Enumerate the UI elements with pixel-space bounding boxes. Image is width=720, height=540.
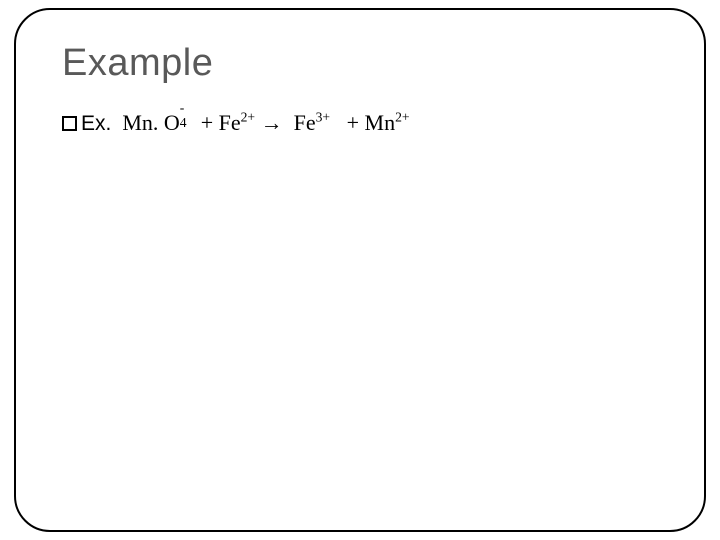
reactant-1-sub: 4 — [180, 116, 187, 130]
joiner-1: + — [201, 110, 219, 135]
reactant-2-sup: 2+ — [241, 110, 256, 125]
product-1-sup: 3+ — [316, 110, 331, 125]
example-label: Ex. — [81, 112, 111, 135]
slide: Example Ex. Mn. O-4 + Fe2+ → Fe3+ + Mn2+ — [0, 0, 720, 540]
product-2-sup: 2+ — [395, 110, 410, 125]
bullet-square-icon — [62, 116, 77, 131]
reactant-2-base: Fe — [219, 110, 241, 135]
arrow-icon: → — [261, 110, 283, 135]
slide-frame — [14, 8, 706, 532]
equation-line: Ex. Mn. O-4 + Fe2+ → Fe3+ + Mn2+ — [62, 108, 410, 136]
reactant-1-scripts: -4 — [180, 108, 195, 130]
equation-text: Mn. O-4 + Fe2+ → Fe3+ + Mn2+ — [117, 110, 410, 135]
reactant-1-sup: - — [180, 101, 185, 115]
product-2-base: Mn — [365, 110, 396, 135]
joiner-2: + — [341, 110, 364, 135]
reactant-1-base: Mn. O — [122, 110, 179, 135]
slide-title: Example — [62, 42, 213, 85]
product-1-base: Fe — [294, 110, 316, 135]
